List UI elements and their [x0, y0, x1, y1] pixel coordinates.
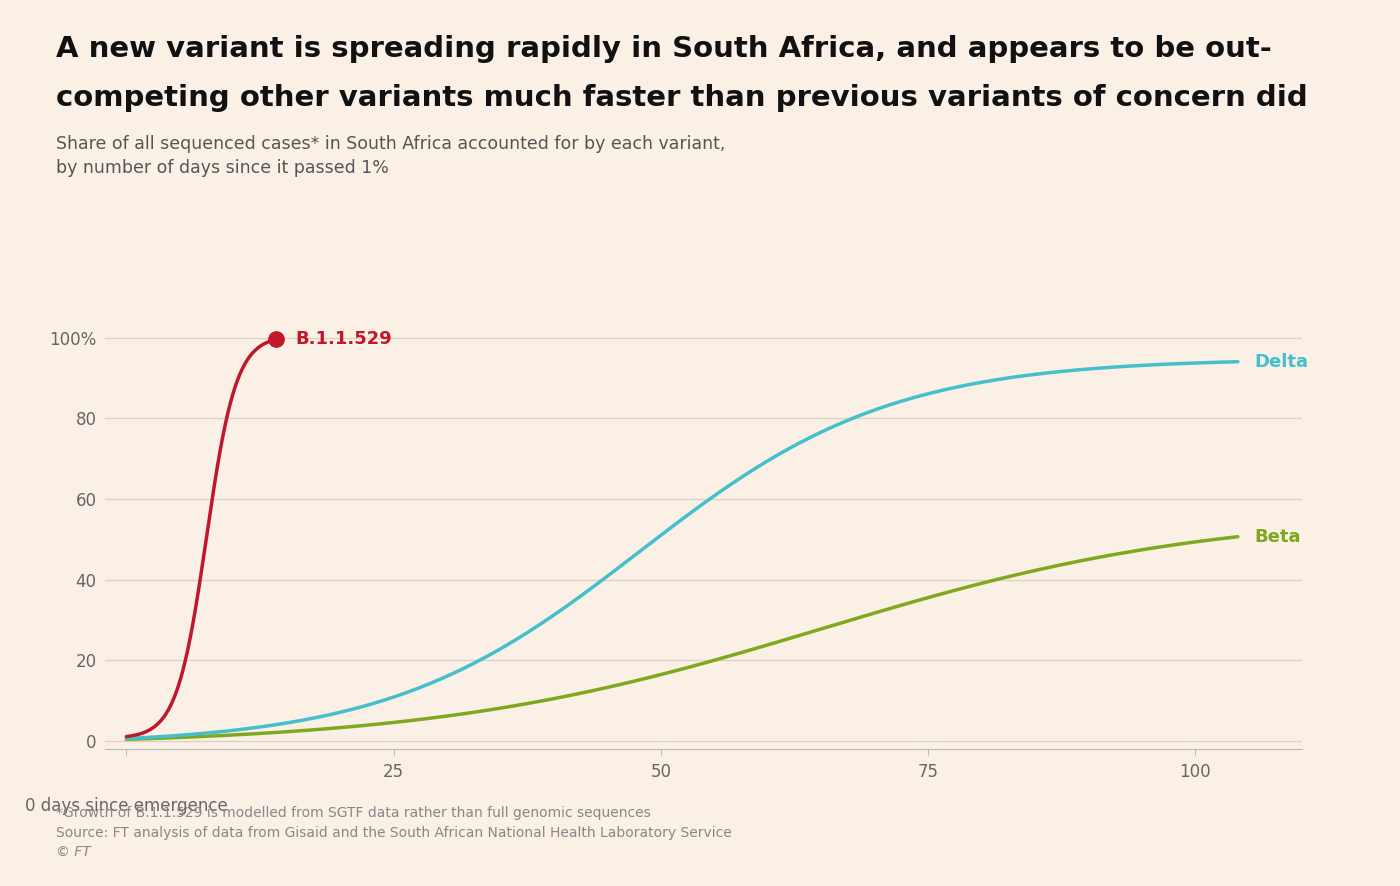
Text: 0 days since emergence: 0 days since emergence	[25, 797, 228, 815]
Text: *Growth of B.1.1.529 is modelled from SGTF data rather than full genomic sequenc: *Growth of B.1.1.529 is modelled from SG…	[56, 806, 651, 820]
Text: Delta: Delta	[1254, 353, 1308, 370]
Text: © FT: © FT	[56, 845, 91, 859]
Text: Beta: Beta	[1254, 528, 1301, 546]
Text: B.1.1.529: B.1.1.529	[295, 330, 392, 348]
Text: A new variant is spreading rapidly in South Africa, and appears to be out-: A new variant is spreading rapidly in So…	[56, 35, 1271, 64]
Text: Source: FT analysis of data from Gisaid and the South African National Health La: Source: FT analysis of data from Gisaid …	[56, 826, 732, 840]
Text: competing other variants much faster than previous variants of concern did: competing other variants much faster tha…	[56, 84, 1308, 113]
Text: Share of all sequenced cases* in South Africa accounted for by each variant,: Share of all sequenced cases* in South A…	[56, 135, 725, 152]
Text: by number of days since it passed 1%: by number of days since it passed 1%	[56, 159, 389, 177]
